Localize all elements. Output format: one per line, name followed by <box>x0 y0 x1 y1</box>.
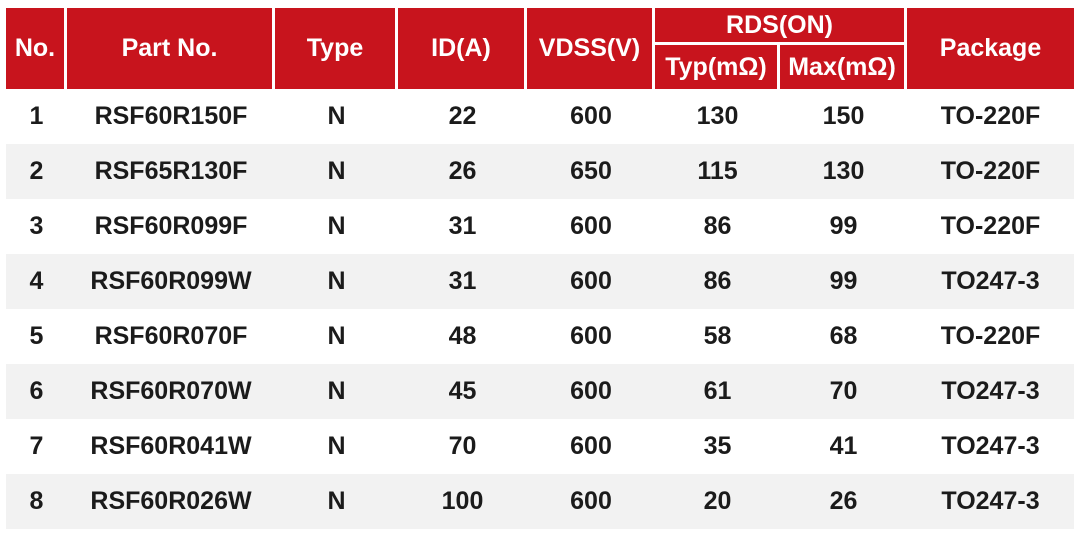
cell-rds-typ: 130 <box>655 89 780 144</box>
cell-part-no: RSF60R041W <box>67 419 275 474</box>
cell-id-a: 31 <box>398 254 527 309</box>
cell-part-no: RSF60R150F <box>67 89 275 144</box>
cell-no: 7 <box>6 419 67 474</box>
table-header: No. Part No. Type ID(A) VDSS(V) RDS(ON) … <box>6 8 1074 89</box>
cell-package: TO-220F <box>907 309 1074 364</box>
cell-type: N <box>275 254 398 309</box>
cell-id-a: 48 <box>398 309 527 364</box>
cell-type: N <box>275 144 398 199</box>
cell-rds-typ: 86 <box>655 254 780 309</box>
cell-rds-typ: 58 <box>655 309 780 364</box>
cell-rds-max: 41 <box>780 419 907 474</box>
cell-no: 8 <box>6 474 67 529</box>
cell-vdss-v: 650 <box>527 144 655 199</box>
cell-vdss-v: 600 <box>527 254 655 309</box>
header-rds-max: Max(mΩ) <box>780 45 907 89</box>
table-row: 2 RSF65R130F N 26 650 115 130 TO-220F <box>6 144 1074 199</box>
cell-no: 6 <box>6 364 67 419</box>
cell-rds-max: 70 <box>780 364 907 419</box>
cell-rds-max: 150 <box>780 89 907 144</box>
cell-vdss-v: 600 <box>527 199 655 254</box>
mosfet-spec-table: No. Part No. Type ID(A) VDSS(V) RDS(ON) … <box>6 8 1074 529</box>
cell-rds-typ: 115 <box>655 144 780 199</box>
table-row: 6 RSF60R070W N 45 600 61 70 TO247-3 <box>6 364 1074 419</box>
cell-vdss-v: 600 <box>527 474 655 529</box>
table-row: 5 RSF60R070F N 48 600 58 68 TO-220F <box>6 309 1074 364</box>
cell-no: 1 <box>6 89 67 144</box>
table-row: 8 RSF60R026W N 100 600 20 26 TO247-3 <box>6 474 1074 529</box>
cell-part-no: RSF60R099W <box>67 254 275 309</box>
cell-rds-typ: 61 <box>655 364 780 419</box>
cell-package: TO-220F <box>907 144 1074 199</box>
table-row: 1 RSF60R150F N 22 600 130 150 TO-220F <box>6 89 1074 144</box>
header-row-sub: Typ(mΩ) Max(mΩ) <box>6 45 1074 89</box>
cell-id-a: 22 <box>398 89 527 144</box>
header-type: Type <box>275 8 398 89</box>
header-rds-on: RDS(ON) <box>655 8 907 45</box>
cell-rds-max: 99 <box>780 199 907 254</box>
cell-no: 3 <box>6 199 67 254</box>
cell-rds-typ: 86 <box>655 199 780 254</box>
cell-type: N <box>275 309 398 364</box>
cell-package: TO-220F <box>907 89 1074 144</box>
cell-id-a: 100 <box>398 474 527 529</box>
cell-package: TO247-3 <box>907 419 1074 474</box>
header-package: Package <box>907 8 1074 89</box>
cell-rds-max: 26 <box>780 474 907 529</box>
cell-part-no: RSF60R099F <box>67 199 275 254</box>
header-row-top: No. Part No. Type ID(A) VDSS(V) RDS(ON) … <box>6 8 1074 89</box>
cell-type: N <box>275 89 398 144</box>
cell-type: N <box>275 419 398 474</box>
cell-rds-max: 99 <box>780 254 907 309</box>
cell-rds-max: 130 <box>780 144 907 199</box>
cell-package: TO-220F <box>907 199 1074 254</box>
cell-rds-typ: 35 <box>655 419 780 474</box>
cell-id-a: 31 <box>398 199 527 254</box>
cell-vdss-v: 600 <box>527 419 655 474</box>
cell-package: TO247-3 <box>907 254 1074 309</box>
header-rds-typ: Typ(mΩ) <box>655 45 780 89</box>
cell-vdss-v: 600 <box>527 309 655 364</box>
header-vdss-v: VDSS(V) <box>527 8 655 89</box>
cell-part-no: RSF60R070W <box>67 364 275 419</box>
cell-package: TO247-3 <box>907 364 1074 419</box>
table-row: 4 RSF60R099W N 31 600 86 99 TO247-3 <box>6 254 1074 309</box>
header-no: No. <box>6 8 67 89</box>
cell-type: N <box>275 199 398 254</box>
cell-id-a: 45 <box>398 364 527 419</box>
spec-table: No. Part No. Type ID(A) VDSS(V) RDS(ON) … <box>6 8 1074 529</box>
cell-vdss-v: 600 <box>527 364 655 419</box>
header-part-no: Part No. <box>67 8 275 89</box>
cell-rds-max: 68 <box>780 309 907 364</box>
cell-no: 5 <box>6 309 67 364</box>
table-body: 1 RSF60R150F N 22 600 130 150 TO-220F 2 … <box>6 89 1074 529</box>
cell-part-no: RSF60R026W <box>67 474 275 529</box>
cell-type: N <box>275 474 398 529</box>
header-id-a: ID(A) <box>398 8 527 89</box>
table-row: 7 RSF60R041W N 70 600 35 41 TO247-3 <box>6 419 1074 474</box>
cell-part-no: RSF65R130F <box>67 144 275 199</box>
cell-part-no: RSF60R070F <box>67 309 275 364</box>
cell-type: N <box>275 364 398 419</box>
cell-vdss-v: 600 <box>527 89 655 144</box>
cell-no: 4 <box>6 254 67 309</box>
cell-id-a: 70 <box>398 419 527 474</box>
cell-package: TO247-3 <box>907 474 1074 529</box>
table-row: 3 RSF60R099F N 31 600 86 99 TO-220F <box>6 199 1074 254</box>
cell-rds-typ: 20 <box>655 474 780 529</box>
cell-no: 2 <box>6 144 67 199</box>
cell-id-a: 26 <box>398 144 527 199</box>
